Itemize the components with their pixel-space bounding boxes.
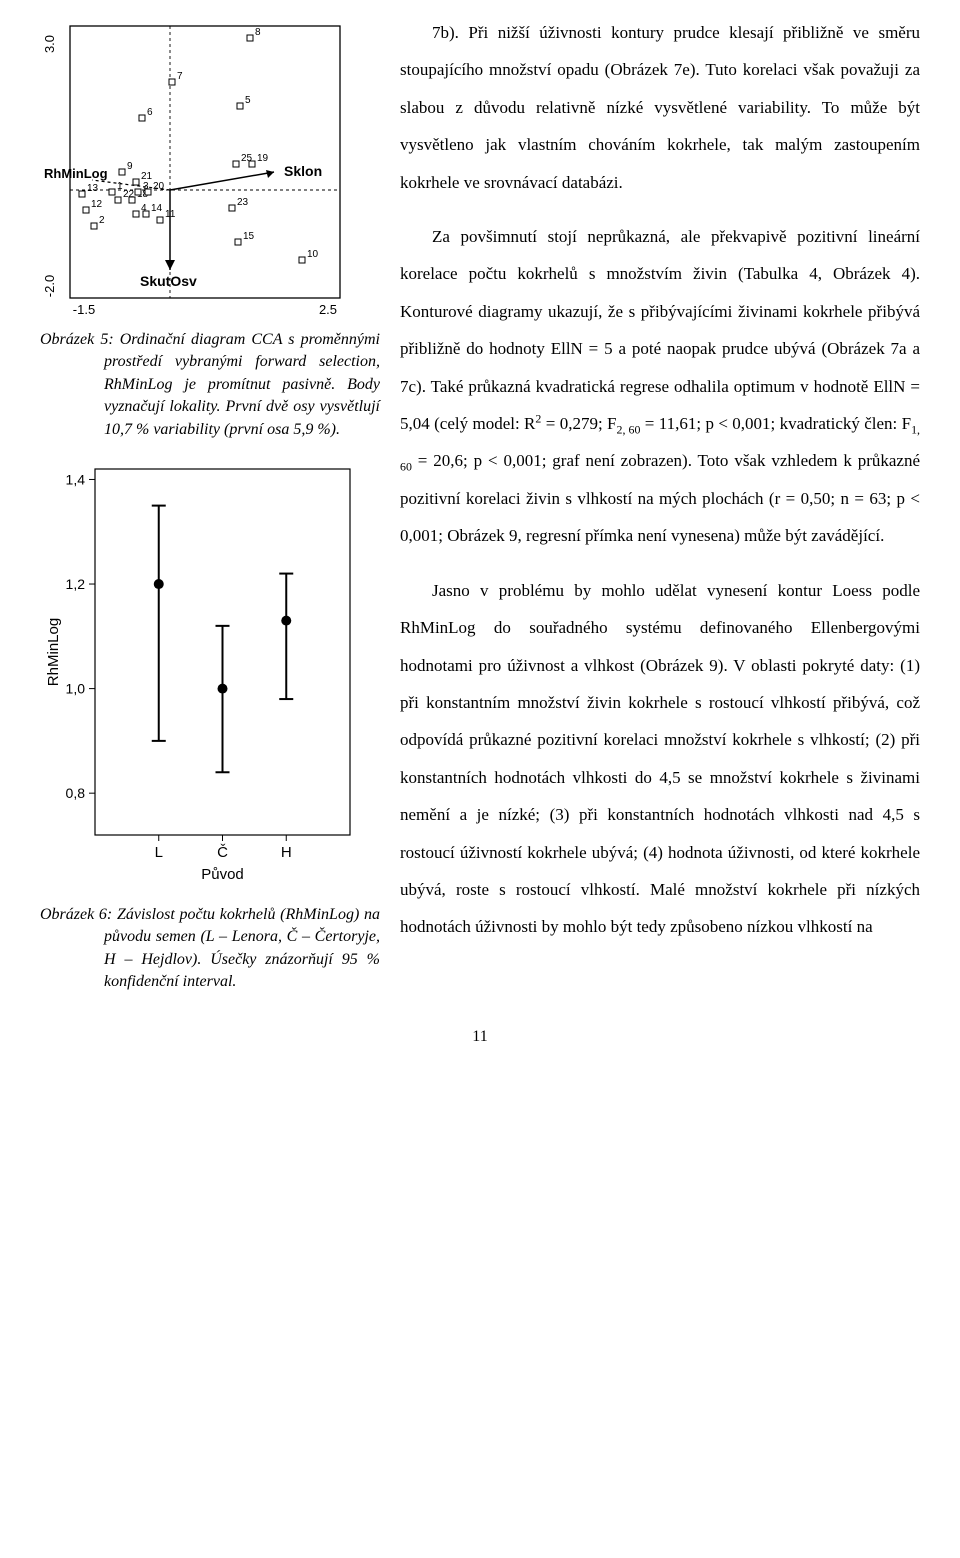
svg-text:2: 2 — [99, 215, 105, 226]
svg-text:SkutOsv: SkutOsv — [140, 273, 197, 289]
body-p1: 7b). Při nižší úživnosti kontury prudce … — [400, 14, 920, 201]
figure-6: 0,8 1,0 1,2 1,4 RhMinLog L Č H Původ Obrázek 6: … — [40, 455, 380, 1008]
svg-text:23: 23 — [237, 197, 249, 208]
svg-text:7: 7 — [177, 71, 183, 82]
svg-text:3.0: 3.0 — [42, 35, 57, 53]
svg-text:1,4: 1,4 — [66, 471, 86, 487]
svg-text:6: 6 — [147, 107, 153, 118]
svg-text:1,2: 1,2 — [66, 576, 86, 592]
svg-text:0,8: 0,8 — [66, 785, 86, 801]
svg-text:Sklon: Sklon — [284, 163, 322, 179]
svg-text:-1.5: -1.5 — [73, 302, 95, 317]
body-p3: Jasno v problému by mohlo udělat vynesen… — [400, 572, 920, 946]
svg-text:-2.0: -2.0 — [42, 275, 57, 297]
svg-text:9: 9 — [127, 161, 133, 172]
figure-5: 3.0-2.0-1.52.5SklonSkutOsvRhMinLog875625… — [40, 20, 380, 455]
page-number: 11 — [40, 1008, 920, 1046]
figure-5-caption: Obrázek 5: Ordinační diagram CCA s promě… — [40, 325, 380, 455]
left-column: 3.0-2.0-1.52.5SklonSkutOsvRhMinLog875625… — [40, 20, 380, 1008]
svg-text:RhMinLog: RhMinLog — [44, 166, 108, 181]
svg-text:Původ: Původ — [201, 866, 244, 883]
body-p1-text: 7b). Při nižší úživnosti kontury prudce … — [400, 23, 920, 192]
svg-text:2.5: 2.5 — [319, 302, 337, 317]
svg-text:Č: Č — [217, 844, 228, 861]
svg-text:8: 8 — [255, 27, 261, 38]
svg-text:15: 15 — [243, 231, 255, 242]
body-p3-text: Jasno v problému by mohlo udělat vynesen… — [400, 581, 920, 937]
figure-6-svg: 0,8 1,0 1,2 1,4 RhMinLog L Č H Původ — [40, 455, 370, 895]
svg-text:RhMinLog: RhMinLog — [45, 618, 62, 686]
svg-text:20: 20 — [153, 181, 165, 192]
svg-text:5: 5 — [245, 95, 251, 106]
figure-6-caption: Obrázek 6: Závislost počtu kokrhelů (RhM… — [40, 900, 380, 1008]
svg-text:L: L — [155, 844, 163, 861]
svg-text:14: 14 — [151, 203, 163, 214]
body-p2: Za povšimnutí stojí neprůkazná, ale přek… — [400, 218, 920, 555]
svg-text:1,0: 1,0 — [66, 681, 86, 697]
figure-5-svg: 3.0-2.0-1.52.5SklonSkutOsvRhMinLog875625… — [40, 20, 370, 320]
svg-text:11: 11 — [165, 209, 176, 220]
svg-text:10: 10 — [307, 249, 319, 260]
svg-text:12: 12 — [91, 199, 103, 210]
svg-text:13: 13 — [87, 183, 99, 194]
svg-text:19: 19 — [257, 153, 269, 164]
body-text: 7b). Při nižší úživnosti kontury prudce … — [400, 20, 920, 963]
svg-text:H: H — [281, 844, 292, 861]
